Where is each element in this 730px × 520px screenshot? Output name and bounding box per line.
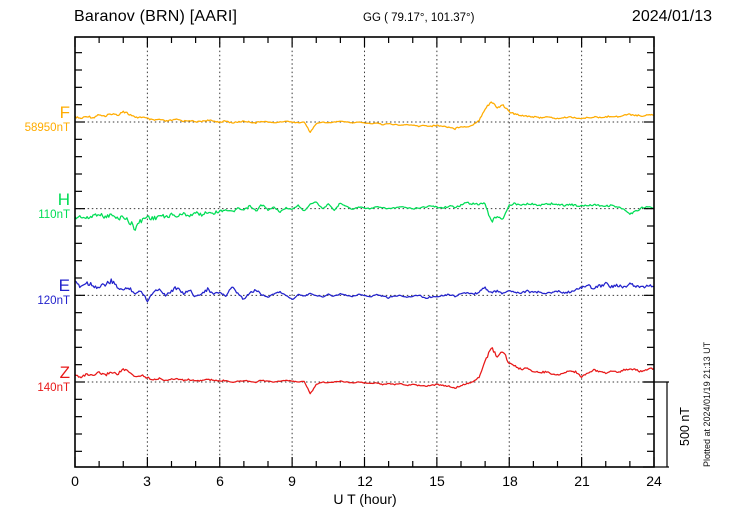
trace-Z: [74, 347, 655, 395]
trace-H: [74, 201, 655, 231]
trace-F: [74, 101, 655, 134]
channel-baseline-H: 110nT: [38, 209, 70, 221]
traces: [74, 101, 655, 395]
grid-lines: [75, 38, 654, 466]
channel-label-F: F 58950nT: [0, 104, 70, 135]
channel-label-H: H 110nT: [0, 191, 70, 222]
channel-label-E: E 120nT: [0, 277, 70, 308]
x-tick-label: 6: [216, 473, 224, 489]
channel-letter-F: F: [59, 103, 70, 122]
plot-date: 2024/01/13: [631, 8, 712, 25]
channel-baseline-Z: 140nT: [37, 382, 70, 394]
x-tick-label: 9: [288, 473, 296, 489]
scale-bar-label: 500 nT: [678, 407, 692, 446]
channel-letter-H: H: [57, 190, 70, 209]
channel-letter-Z: Z: [59, 363, 70, 382]
x-tick-label: 3: [143, 473, 151, 489]
plot-timestamp-note: Plotted at 2024/01/19 21:13 UT: [702, 341, 712, 467]
x-tick-label: 18: [502, 473, 518, 489]
channel-label-Z: Z 140nT: [0, 364, 70, 395]
channel-letter-E: E: [58, 276, 70, 295]
x-tick-label: 24: [646, 473, 662, 489]
scale-bar: [643, 381, 669, 468]
gg-coordinates: GG ( 79.17°, 101.37°): [363, 12, 475, 24]
station-title: Baranov (BRN) [AARI]: [74, 8, 238, 25]
trace-E: [74, 278, 655, 303]
x-tick-label: 0: [71, 473, 79, 489]
channel-baseline-F: 58950nT: [24, 122, 70, 134]
x-axis-title: U T (hour): [333, 491, 397, 507]
x-tick-label: 15: [429, 473, 445, 489]
x-tick-label: 12: [357, 473, 373, 489]
x-tick-label: 21: [574, 473, 590, 489]
channel-baseline-E: 120nT: [37, 295, 70, 307]
